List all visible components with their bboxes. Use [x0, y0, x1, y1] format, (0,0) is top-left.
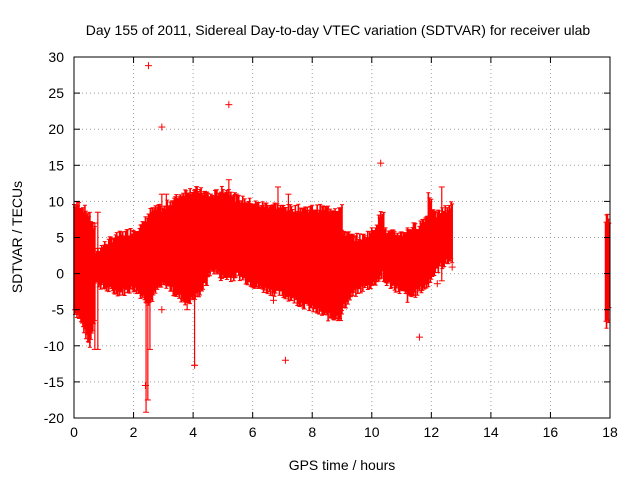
- plot-area-border: [73, 56, 611, 419]
- outlier-point: [377, 159, 385, 167]
- y-tick-label: -15: [44, 374, 64, 390]
- x-tick-label: 2: [130, 424, 138, 440]
- y-tick-label: -20: [44, 410, 64, 426]
- x-tick-label: 16: [543, 424, 559, 440]
- x-tick-label: 10: [364, 424, 380, 440]
- x-tick-label: 6: [249, 424, 257, 440]
- outlier-point: [144, 62, 152, 70]
- y-tick-label: 15: [48, 157, 64, 173]
- outlier-point: [433, 280, 441, 288]
- y-tick-label: -5: [52, 302, 65, 318]
- data-layer: [72, 62, 612, 413]
- x-tick-label: 0: [70, 424, 78, 440]
- outlier-point: [191, 361, 199, 369]
- y-tick-label: 25: [48, 85, 64, 101]
- y-tick-label: 0: [56, 266, 64, 282]
- x-tick-label: 12: [424, 424, 440, 440]
- axis-ticks: 0 2 4 6 8 10 12 14 16 18 -20 -15 -10 -5 0 5 10 15 20 25 30: [44, 49, 618, 440]
- outlier-point: [225, 101, 233, 109]
- x-tick-label: 8: [308, 424, 316, 440]
- x-tick-label: 4: [189, 424, 197, 440]
- y-tick-label: 5: [56, 230, 64, 246]
- x-tick-label: 18: [602, 424, 618, 440]
- y-tick-label: 30: [48, 49, 64, 65]
- x-tick-label: 14: [483, 424, 499, 440]
- y-axis-label: SDTVAR / TECUs: [9, 181, 25, 293]
- y-tick-label: 10: [48, 193, 64, 209]
- y-tick-label: -10: [44, 338, 64, 354]
- outlier-point: [415, 333, 423, 341]
- outlier-point: [158, 123, 166, 131]
- outlier-point: [270, 296, 278, 304]
- outlier-point: [141, 382, 149, 390]
- outlier-point: [448, 263, 456, 271]
- outlier-point: [158, 306, 166, 314]
- chart-title: Day 155 of 2011, Sidereal Day-to-day VTE…: [86, 22, 591, 38]
- y-tick-label: 20: [48, 121, 64, 137]
- x-axis-label: GPS time / hours: [289, 457, 396, 473]
- outlier-point: [281, 356, 289, 364]
